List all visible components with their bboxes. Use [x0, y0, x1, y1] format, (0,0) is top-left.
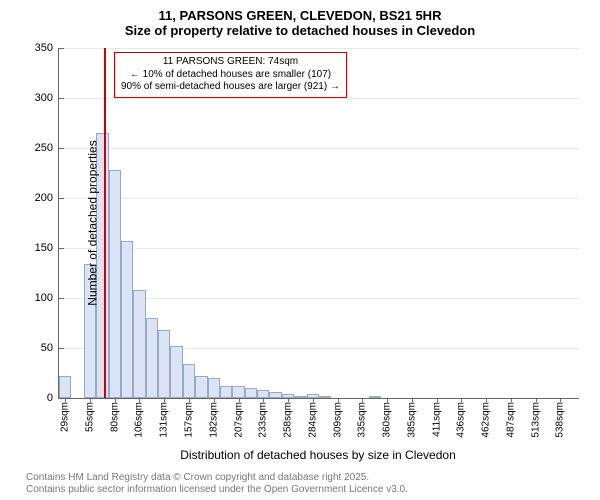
annotation-box: 11 PARSONS GREEN: 74sqm← 10% of detached… [114, 52, 347, 98]
chart-container: 11, PARSONS GREEN, CLEVEDON, BS21 5HR Si… [0, 0, 600, 500]
gridline [59, 98, 579, 99]
y-tick-label: 100 [35, 292, 59, 304]
y-tick-label: 50 [41, 342, 59, 354]
x-tick-label: 131sqm [159, 398, 170, 438]
x-tick-label: 182sqm [208, 398, 219, 438]
histogram-bar [220, 386, 232, 398]
histogram-bar [294, 396, 306, 398]
y-axis-label: Number of detached properties [86, 140, 100, 305]
footer-line-2: Contains public sector information licen… [26, 484, 408, 496]
histogram-bar [232, 386, 244, 398]
y-tick-label: 0 [47, 392, 59, 404]
x-tick-label: 258sqm [283, 398, 294, 438]
x-tick-label: 436sqm [456, 398, 467, 438]
gridline [59, 248, 579, 249]
annotation-line: ← 10% of detached houses are smaller (10… [121, 69, 340, 82]
histogram-bar [208, 378, 220, 398]
histogram-bar [146, 318, 158, 398]
x-tick-label: 360sqm [382, 398, 393, 438]
plot: 05010015020025030035029sqm55sqm80sqm106s… [58, 48, 579, 399]
x-tick-label: 335sqm [357, 398, 368, 438]
histogram-bar [257, 390, 269, 398]
histogram-bar [369, 396, 381, 398]
x-tick-label: 385sqm [406, 398, 417, 438]
histogram-bar [59, 376, 71, 398]
x-tick-label: 538sqm [555, 398, 566, 438]
histogram-bar [170, 346, 182, 398]
footer-attribution: Contains HM Land Registry data © Crown c… [26, 472, 408, 496]
y-tick-label: 150 [35, 242, 59, 254]
x-tick-label: 106sqm [134, 398, 145, 438]
y-tick-label: 350 [35, 42, 59, 54]
histogram-bar [319, 396, 331, 398]
property-marker-line [104, 48, 106, 398]
gridline [59, 48, 579, 49]
x-tick-label: 411sqm [431, 398, 442, 437]
y-tick-label: 300 [35, 92, 59, 104]
x-tick-label: 284sqm [307, 398, 318, 438]
annotation-line: 90% of semi-detached houses are larger (… [121, 81, 340, 94]
plot-area: 05010015020025030035029sqm55sqm80sqm106s… [58, 48, 578, 398]
histogram-bar [245, 388, 257, 398]
x-tick-label: 309sqm [332, 398, 343, 438]
x-tick-label: 29sqm [60, 398, 71, 432]
y-tick-label: 250 [35, 142, 59, 154]
x-axis-label: Distribution of detached houses by size … [180, 448, 456, 462]
x-tick-label: 157sqm [184, 398, 195, 438]
histogram-bar [133, 290, 145, 398]
histogram-bar [109, 170, 121, 398]
x-tick-label: 513sqm [530, 398, 541, 438]
y-tick-label: 200 [35, 192, 59, 204]
x-tick-label: 233sqm [258, 398, 269, 438]
histogram-bar [269, 392, 281, 398]
footer-line-1: Contains HM Land Registry data © Crown c… [26, 472, 408, 484]
gridline [59, 148, 579, 149]
histogram-bar [195, 376, 207, 398]
x-tick-label: 80sqm [109, 398, 120, 432]
chart-title: 11, PARSONS GREEN, CLEVEDON, BS21 5HR [0, 0, 600, 23]
x-tick-label: 55sqm [84, 398, 95, 432]
histogram-bar [183, 364, 195, 398]
gridline [59, 198, 579, 199]
histogram-bar [121, 241, 133, 398]
annotation-line: 11 PARSONS GREEN: 74sqm [121, 56, 340, 69]
chart-subtitle: Size of property relative to detached ho… [0, 23, 600, 42]
x-tick-label: 207sqm [233, 398, 244, 438]
histogram-bar [158, 330, 170, 398]
x-tick-label: 462sqm [481, 398, 492, 438]
x-tick-label: 487sqm [505, 398, 516, 438]
